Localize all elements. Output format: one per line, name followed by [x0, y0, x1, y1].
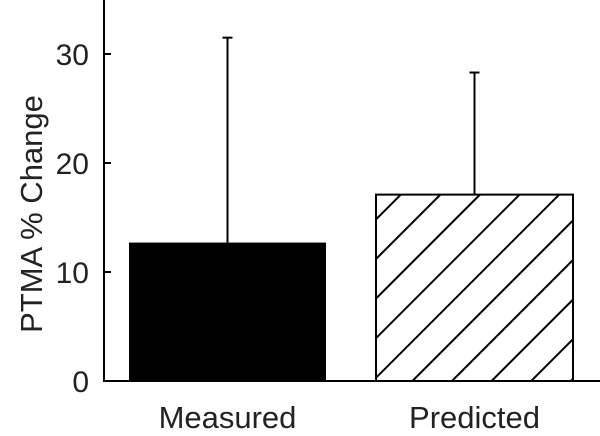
y-ticks-layer: 0 10 20 30 — [56, 39, 111, 399]
x-tick-label: Predicted — [409, 400, 540, 435]
y-axis-title: PTMA % Change — [14, 95, 49, 333]
y-tick-label: 20 — [56, 148, 89, 181]
bar-measured — [129, 242, 326, 381]
y-tick-label: 10 — [56, 257, 89, 290]
x-labels-layer: Measured Predicted — [159, 400, 540, 435]
y-tick-label: 30 — [56, 39, 89, 72]
error-bars-layer — [222, 36, 480, 243]
x-tick-label: Measured — [159, 400, 297, 435]
bars-layer — [129, 193, 574, 382]
y-tick-label: 0 — [72, 366, 89, 399]
plot-area: 0 10 20 30 Measured Predicted — [56, 0, 600, 435]
bar-predicted — [375, 193, 574, 382]
